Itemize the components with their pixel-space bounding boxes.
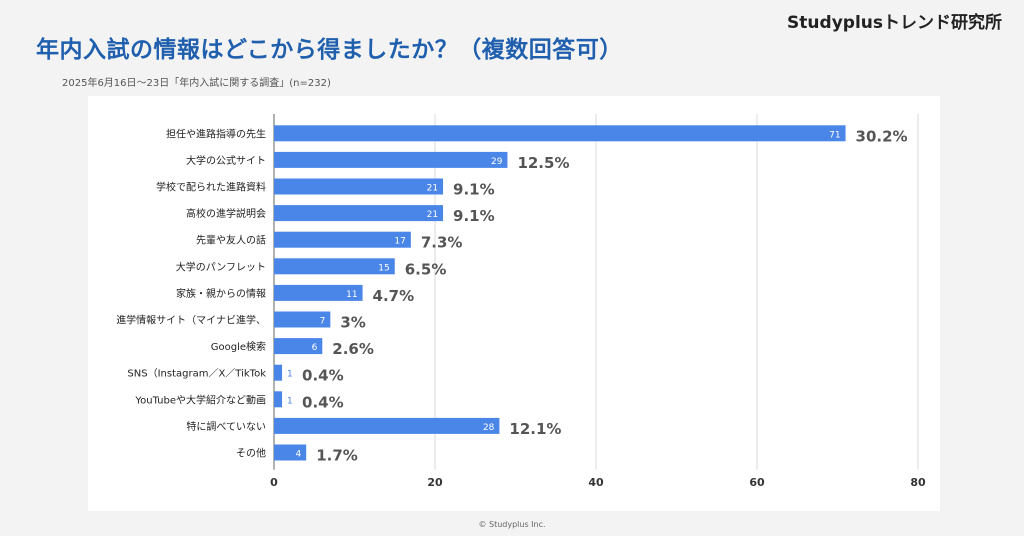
percent-label: 9.1%: [453, 207, 495, 225]
bar: [274, 364, 283, 381]
category-label: その他: [236, 447, 266, 460]
category-label: 学校で配られた進路資料: [156, 181, 266, 194]
percent-label: 0.4%: [302, 367, 344, 385]
brand-logo-text: Studyplusトレンド研究所: [787, 13, 1002, 33]
bar: [274, 125, 846, 142]
bar: [274, 311, 331, 328]
bar-value-label: 1: [287, 396, 293, 406]
bar-value-label: 71: [829, 130, 840, 140]
bar-value-label: 6: [312, 343, 318, 353]
bar: [274, 417, 500, 434]
bar-value-label: 11: [346, 290, 357, 300]
bar: [274, 151, 508, 168]
percent-label: 30.2%: [856, 127, 908, 145]
bar: [274, 205, 444, 222]
category-label: 高校の進学説明会: [186, 207, 266, 220]
bar: [274, 284, 363, 301]
bar: [274, 444, 307, 461]
category-label: 大学の公式サイト: [186, 154, 266, 167]
percent-label: 0.4%: [302, 393, 344, 411]
category-label: 家族・親からの情報: [176, 287, 266, 300]
bar: [274, 231, 411, 248]
bar-value-label: 4: [295, 450, 301, 460]
category-label: 先輩や友人の話: [196, 234, 266, 247]
percent-label: 4.7%: [373, 287, 415, 305]
chart-title: 年内入試の情報はどこから得ましたか？（複数回答可）: [36, 37, 623, 63]
x-tick-label: 60: [749, 476, 765, 489]
x-tick-label: 40: [588, 476, 604, 489]
bar: [274, 178, 444, 195]
percent-label: 12.5%: [517, 154, 569, 172]
category-label: 特に調べていない: [186, 420, 266, 433]
bar: [274, 391, 283, 408]
bar-value-label: 21: [427, 184, 438, 194]
x-tick-label: 0: [270, 476, 278, 489]
category-label: 大学のパンフレット: [176, 260, 266, 273]
percent-label: 3%: [340, 314, 365, 332]
bar-value-label: 7: [320, 317, 326, 327]
bar-value-label: 28: [483, 423, 495, 433]
x-tick-label: 80: [910, 476, 926, 489]
percent-label: 7.3%: [421, 234, 463, 252]
category-label: SNS（Instagram／X／TikTok: [127, 368, 266, 380]
percent-label: 6.5%: [405, 260, 447, 278]
category-label: YouTubeや大学紹介など動画: [134, 393, 266, 406]
category-label: 進学情報サイト（マイナビ進学、: [116, 314, 266, 327]
bar: [274, 338, 323, 355]
chart-panel: 0 20 40 60 80 担任や進路指導の先生 71 30.2% 大学の公式サイト 29 12.5…: [88, 96, 940, 511]
percent-label: 1.7%: [316, 447, 358, 465]
bar-value-label: 17: [394, 237, 405, 247]
percent-label: 2.6%: [332, 340, 374, 358]
bar: [274, 258, 395, 275]
bar-value-label: 1: [287, 370, 293, 380]
percent-label: 12.1%: [509, 420, 561, 438]
copyright: © Studyplus Inc.: [478, 520, 546, 529]
category-label: Google検索: [211, 340, 266, 353]
category-label: 担任や進路指導の先生: [166, 127, 266, 140]
bar-value-label: 15: [378, 263, 389, 273]
x-tick-label: 20: [427, 476, 443, 489]
percent-label: 9.1%: [453, 181, 495, 199]
bar-value-label: 21: [427, 210, 438, 220]
chart-subtitle: 2025年6月16日〜23日「年内入試に関する調査」(n=232): [62, 78, 331, 89]
bar-value-label: 29: [491, 157, 503, 167]
